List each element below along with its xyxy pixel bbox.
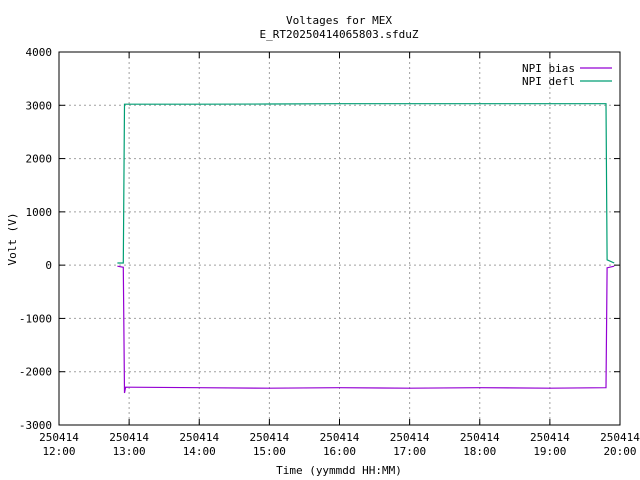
x-tick-date-label: 250414 bbox=[390, 431, 430, 444]
y-tick-label: 2000 bbox=[26, 153, 53, 166]
y-tick-label: 0 bbox=[45, 259, 52, 272]
x-tick-time-label: 12:00 bbox=[42, 445, 75, 458]
series-lines bbox=[117, 103, 615, 394]
chart-title: Voltages for MEX bbox=[286, 14, 392, 27]
y-tick-label: 3000 bbox=[26, 99, 53, 112]
y-tick-label: -1000 bbox=[19, 312, 52, 325]
axis-ticks: -3000-2000-10000100020003000400025041412… bbox=[19, 46, 640, 458]
x-tick-time-label: 15:00 bbox=[253, 445, 286, 458]
x-tick-time-label: 19:00 bbox=[533, 445, 566, 458]
series-line-npi-defl bbox=[117, 103, 615, 264]
y-tick-label: 1000 bbox=[26, 206, 53, 219]
x-tick-time-label: 13:00 bbox=[113, 445, 146, 458]
x-tick-date-label: 250414 bbox=[39, 431, 79, 444]
chart-subtitle: E_RT20250414065803.sfduZ bbox=[260, 28, 419, 41]
x-tick-time-label: 18:00 bbox=[463, 445, 496, 458]
y-tick-label: -2000 bbox=[19, 366, 52, 379]
y-tick-label: 4000 bbox=[26, 46, 53, 59]
x-tick-date-label: 250414 bbox=[179, 431, 219, 444]
x-tick-date-label: 250414 bbox=[600, 431, 640, 444]
series-line-npi-bias bbox=[117, 265, 615, 394]
x-tick-date-label: 250414 bbox=[530, 431, 570, 444]
legend-label: NPI bias bbox=[522, 62, 575, 75]
x-tick-date-label: 250414 bbox=[109, 431, 149, 444]
legend-label: NPI defl bbox=[522, 75, 575, 88]
y-axis-label: Volt (V) bbox=[6, 213, 19, 266]
x-tick-date-label: 250414 bbox=[320, 431, 360, 444]
x-axis-label: Time (yymmdd HH:MM) bbox=[276, 464, 402, 477]
x-tick-time-label: 14:00 bbox=[183, 445, 216, 458]
y-tick-label: -3000 bbox=[19, 419, 52, 432]
grid-lines bbox=[59, 52, 620, 425]
x-tick-time-label: 17:00 bbox=[393, 445, 426, 458]
x-tick-time-label: 20:00 bbox=[603, 445, 636, 458]
plot-frame bbox=[58, 51, 621, 426]
x-tick-time-label: 16:00 bbox=[323, 445, 356, 458]
x-tick-date-label: 250414 bbox=[460, 431, 500, 444]
x-tick-date-label: 250414 bbox=[250, 431, 290, 444]
